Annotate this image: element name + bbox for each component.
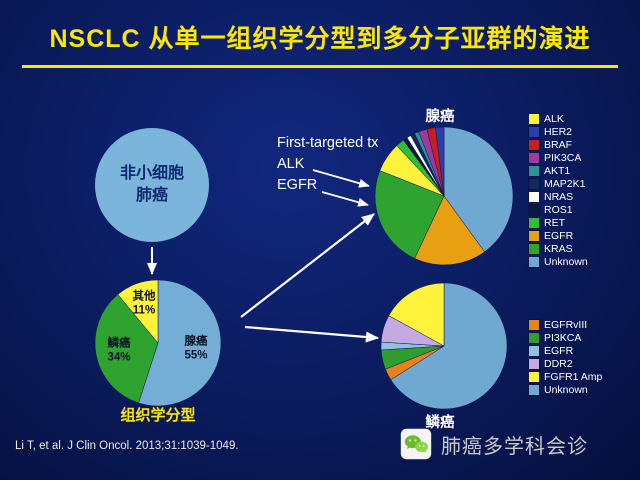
- nsclc-circle-line2: 肺癌: [135, 187, 168, 204]
- legend-item-pi3kca: PI3KCA: [529, 333, 602, 343]
- nsclc-circle: 非小细胞 肺癌: [95, 128, 209, 242]
- legend-label: PIK3CA: [544, 151, 582, 164]
- legend-item-her2: HER2: [529, 127, 588, 137]
- legend-item-ddr2: DDR2: [529, 359, 602, 369]
- legend-swatch: [529, 244, 539, 254]
- legend-label: DDR2: [544, 357, 573, 370]
- legend-swatch: [529, 114, 539, 124]
- adeno-pie-title: 腺癌: [425, 109, 455, 125]
- legend-swatch: [529, 127, 539, 137]
- legend-label: EGFR: [544, 344, 574, 357]
- arrow-histology-to-adeno-pie: [240, 213, 375, 318]
- legend-item-egfr: EGFR: [529, 346, 602, 356]
- legend-swatch: [529, 257, 539, 267]
- legend-label: ALK: [544, 112, 564, 125]
- legend-item-alk: ALK: [529, 114, 588, 124]
- legend-item-fgfr1-amp: FGFR1 Amp: [529, 372, 602, 382]
- annotation-line3: EGFR: [277, 177, 318, 193]
- first-targeted-annotation: First-targeted tx ALK EGFR: [277, 133, 379, 196]
- histology-label-adeno: 腺癌 55%: [184, 335, 207, 364]
- arrow-histology-to-squam-pie: [244, 325, 380, 343]
- legend-item-braf: BRAF: [529, 140, 588, 150]
- legend-swatch: [529, 320, 539, 330]
- annotation-line2: ALK: [277, 156, 305, 172]
- pie-slice-unknown: [390, 282, 508, 410]
- legend-swatch: [529, 218, 539, 228]
- legend-swatch: [529, 359, 539, 369]
- legend-label: Unknown: [544, 255, 588, 268]
- legend-swatch: [529, 333, 539, 343]
- title-block: NSCLC 从单一组织学分型到多分子亚群的演进: [22, 24, 618, 68]
- legend-swatch: [529, 166, 539, 176]
- adeno-legend: ALK HER2 BRAF PIK3CA AKT1 MAP2K1 NRAS ROS1 RET EG…: [529, 114, 588, 267]
- pie-slice-egfr: [414, 195, 485, 266]
- legend-item-kras: KRAS: [529, 244, 588, 254]
- nsclc-circle-line1: 非小细胞: [119, 164, 184, 182]
- slice-label-text: 腺癌: [184, 335, 208, 348]
- legend-item-nras: NRAS: [529, 192, 588, 202]
- legend-label: ROS1: [544, 203, 573, 216]
- wechat-icon: [400, 428, 432, 460]
- wechat-account-name: 肺癌多学科会诊: [441, 435, 588, 458]
- legend-label: EGFR: [544, 229, 574, 242]
- legend-item-ret: RET: [529, 218, 588, 228]
- annotation-line1: First-targeted tx: [277, 135, 379, 151]
- legend-item-unknown: Unknown: [529, 385, 602, 395]
- legend-swatch: [529, 192, 539, 202]
- legend-swatch: [529, 372, 539, 382]
- legend-item-pik3ca: PIK3CA: [529, 153, 588, 163]
- squam-pie-title: 鳞癌: [425, 415, 455, 431]
- legend-label: FGFR1 Amp: [544, 370, 603, 383]
- slice-pct-text: 55%: [184, 350, 208, 362]
- adenocarcinoma-pie-chart: [374, 126, 514, 266]
- legend-item-akt1: AKT1: [529, 166, 588, 176]
- legend-item-egfr: EGFR: [529, 231, 588, 241]
- pie-slice-kras: [374, 170, 445, 259]
- slide-title: NSCLC 从单一组织学分型到多分子亚群的演进: [49, 25, 591, 53]
- legend-swatch: [529, 205, 539, 215]
- pie-slice-unknown: [443, 126, 514, 253]
- legend-item-ros1: ROS1: [529, 205, 588, 215]
- legend-label: KRAS: [544, 242, 573, 255]
- histology-chart-title: 组织学分型: [120, 407, 196, 424]
- slice-label-text: 其他: [132, 290, 156, 303]
- squam-legend: EGFRvIII PI3KCA EGFR DDR2 FGFR1 Amp Unknown: [529, 320, 602, 395]
- legend-swatch: [529, 231, 539, 241]
- pie-slice-腺癌: [138, 279, 222, 407]
- slice-pct-text: 11%: [132, 305, 156, 317]
- pie-slice-鳞癌: [94, 294, 159, 404]
- legend-swatch: [529, 179, 539, 189]
- legend-item-egfrviii: EGFRvIII: [529, 320, 602, 330]
- squamous-pie-chart: [380, 282, 508, 410]
- histology-pie-chart: [94, 279, 222, 407]
- legend-label: RET: [544, 216, 565, 229]
- slice-label-text: 鳞癌: [107, 337, 131, 350]
- legend-label: HER2: [544, 125, 573, 138]
- legend-swatch: [529, 346, 539, 356]
- legend-label: MAP2K1: [544, 177, 586, 190]
- wechat-footer: 肺癌多学科会诊: [400, 428, 588, 460]
- legend-label: BRAF: [544, 138, 573, 151]
- pie-slice-其他: [117, 279, 159, 344]
- legend-swatch: [529, 140, 539, 150]
- legend-item-unknown: Unknown: [529, 257, 588, 267]
- legend-label: PI3KCA: [544, 331, 582, 344]
- legend-label: NRAS: [544, 190, 574, 203]
- slice-pct-text: 34%: [107, 352, 131, 364]
- histology-label-squamous: 鳞癌 34%: [107, 337, 130, 366]
- legend-swatch: [529, 385, 539, 395]
- citation: Li T, et al. J Clin Oncol. 2013;31:1039-…: [15, 440, 239, 452]
- legend-label: Unknown: [544, 383, 588, 396]
- pie-slice-fgfr1-amp: [388, 282, 445, 347]
- pie-slice-her2: [435, 126, 445, 197]
- legend-item-map2k1: MAP2K1: [529, 179, 588, 189]
- histology-label-other: 其他 11%: [133, 290, 156, 319]
- legend-swatch: [529, 153, 539, 163]
- legend-label: AKT1: [544, 164, 571, 177]
- legend-label: EGFRvIII: [544, 318, 588, 331]
